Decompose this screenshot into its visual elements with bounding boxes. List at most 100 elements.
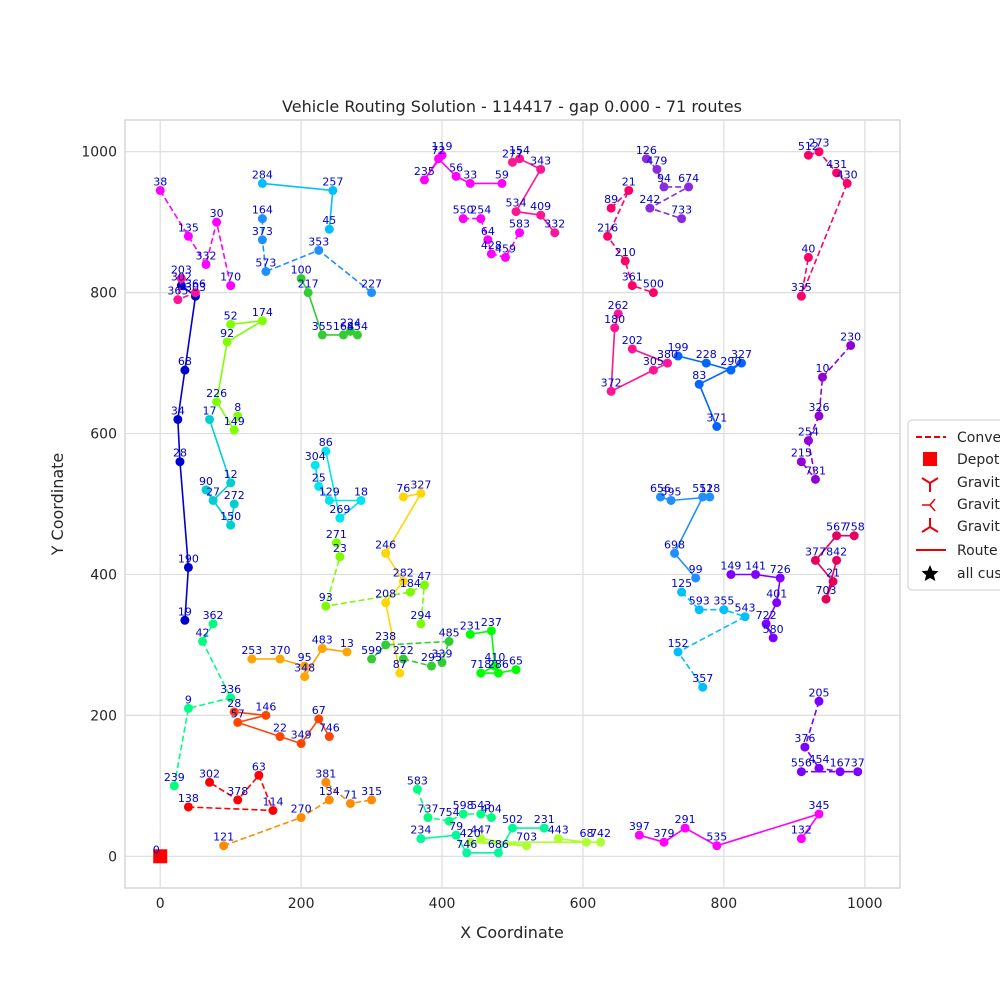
stop-label: 150 bbox=[220, 510, 241, 523]
stop-point bbox=[317, 330, 327, 340]
depot-marker bbox=[153, 849, 168, 864]
stop-label: 33 bbox=[463, 168, 477, 181]
stop-label: 502 bbox=[502, 813, 523, 826]
stop-point bbox=[796, 457, 806, 467]
stop-point bbox=[603, 231, 613, 241]
legend-label-5: Route bbox=[957, 543, 998, 559]
stop-point bbox=[324, 495, 334, 505]
stop-point bbox=[180, 365, 190, 375]
y-axis-label: Y Coordinate bbox=[48, 453, 67, 557]
stop-label: 224 bbox=[340, 316, 361, 329]
stop-point bbox=[381, 548, 391, 558]
stop-label: 277 bbox=[502, 147, 523, 160]
stop-label: 90 bbox=[199, 475, 213, 488]
stop-point bbox=[226, 478, 236, 488]
stop-label: 134 bbox=[319, 785, 340, 798]
stop-label: 479 bbox=[646, 154, 667, 167]
stop-point bbox=[652, 164, 662, 174]
stop-point bbox=[183, 703, 193, 713]
stop-point bbox=[775, 573, 785, 583]
stop-point bbox=[814, 411, 824, 421]
stop-point bbox=[331, 538, 341, 548]
stop-label: 23 bbox=[333, 542, 347, 555]
stop-point bbox=[803, 252, 813, 262]
stop-point bbox=[405, 587, 415, 597]
stop-point bbox=[300, 672, 310, 682]
stop-point bbox=[381, 598, 391, 608]
stop-point bbox=[212, 397, 222, 407]
stop-label: 141 bbox=[745, 559, 766, 572]
stop-point bbox=[296, 739, 306, 749]
stop-point bbox=[736, 358, 746, 368]
stop-label: 500 bbox=[643, 278, 664, 291]
stop-label: 593 bbox=[689, 595, 710, 608]
stop-label: 135 bbox=[178, 221, 199, 234]
stop-point bbox=[814, 809, 824, 819]
stop-label: 202 bbox=[622, 334, 643, 347]
stop-label: 290 bbox=[720, 355, 741, 368]
stop-point bbox=[659, 837, 669, 847]
stop-point bbox=[314, 714, 324, 724]
stop-label: 698 bbox=[664, 538, 685, 551]
route-line-22 bbox=[470, 837, 601, 847]
x-axis-label: X Coordinate bbox=[460, 923, 564, 942]
stop-labels-layer: 3023036834281901938135332301702842574516… bbox=[153, 137, 865, 851]
stop-point bbox=[719, 605, 729, 615]
y-tick-label: 0 bbox=[108, 849, 117, 865]
stop-point bbox=[832, 555, 842, 565]
stop-label: 146 bbox=[255, 700, 276, 713]
stop-label: 733 bbox=[671, 204, 692, 217]
stop-label: 13 bbox=[340, 637, 354, 650]
stop-point bbox=[419, 175, 429, 185]
stop-point bbox=[226, 693, 236, 703]
stop-label: 99 bbox=[689, 563, 703, 576]
stop-label: 132 bbox=[791, 824, 812, 837]
stop-point bbox=[198, 636, 207, 646]
route-line-11 bbox=[223, 780, 372, 847]
stop-point bbox=[818, 372, 827, 382]
stop-label: 327 bbox=[731, 348, 752, 361]
stop-label: 79 bbox=[449, 820, 463, 833]
stop-label: 125 bbox=[671, 577, 692, 590]
stop-label: 246 bbox=[375, 538, 396, 551]
stop-label: 270 bbox=[291, 803, 312, 816]
stop-point bbox=[515, 154, 525, 164]
stop-point bbox=[208, 619, 218, 629]
stop-label: 718 bbox=[470, 658, 491, 671]
stop-label: 27 bbox=[206, 485, 220, 498]
stop-point bbox=[212, 217, 222, 227]
stop-label: 65 bbox=[509, 655, 523, 668]
stop-label: 126 bbox=[636, 144, 657, 157]
y-tick-label: 400 bbox=[90, 567, 117, 583]
stop-point bbox=[536, 164, 546, 174]
stop-label: 114 bbox=[262, 795, 283, 808]
stop-label: 550 bbox=[453, 204, 474, 217]
stop-label: 37 bbox=[851, 757, 865, 770]
stop-point bbox=[324, 732, 334, 742]
stop-label: 203 bbox=[171, 264, 192, 277]
stop-label: 703 bbox=[816, 584, 837, 597]
stop-point bbox=[511, 665, 521, 675]
stop-label: 282 bbox=[393, 567, 414, 580]
stop-point bbox=[712, 841, 722, 851]
stop-label: 22 bbox=[273, 722, 287, 735]
stop-label: 205 bbox=[808, 686, 829, 699]
stop-label: 315 bbox=[361, 785, 382, 798]
stop-point bbox=[317, 643, 327, 653]
stop-point bbox=[321, 777, 331, 787]
stop-point bbox=[659, 182, 669, 192]
stop-point bbox=[367, 288, 377, 298]
stop-point bbox=[173, 295, 183, 305]
stop-point bbox=[497, 178, 507, 188]
stop-label: 485 bbox=[439, 626, 460, 639]
stop-point bbox=[620, 256, 630, 266]
stop-point bbox=[694, 379, 704, 389]
stop-point bbox=[796, 291, 806, 301]
stop-point bbox=[353, 330, 362, 340]
stop-label: 12 bbox=[224, 468, 238, 481]
stop-point bbox=[229, 499, 239, 509]
stop-point bbox=[296, 274, 306, 284]
stop-point bbox=[233, 411, 243, 421]
stop-point bbox=[486, 813, 496, 823]
